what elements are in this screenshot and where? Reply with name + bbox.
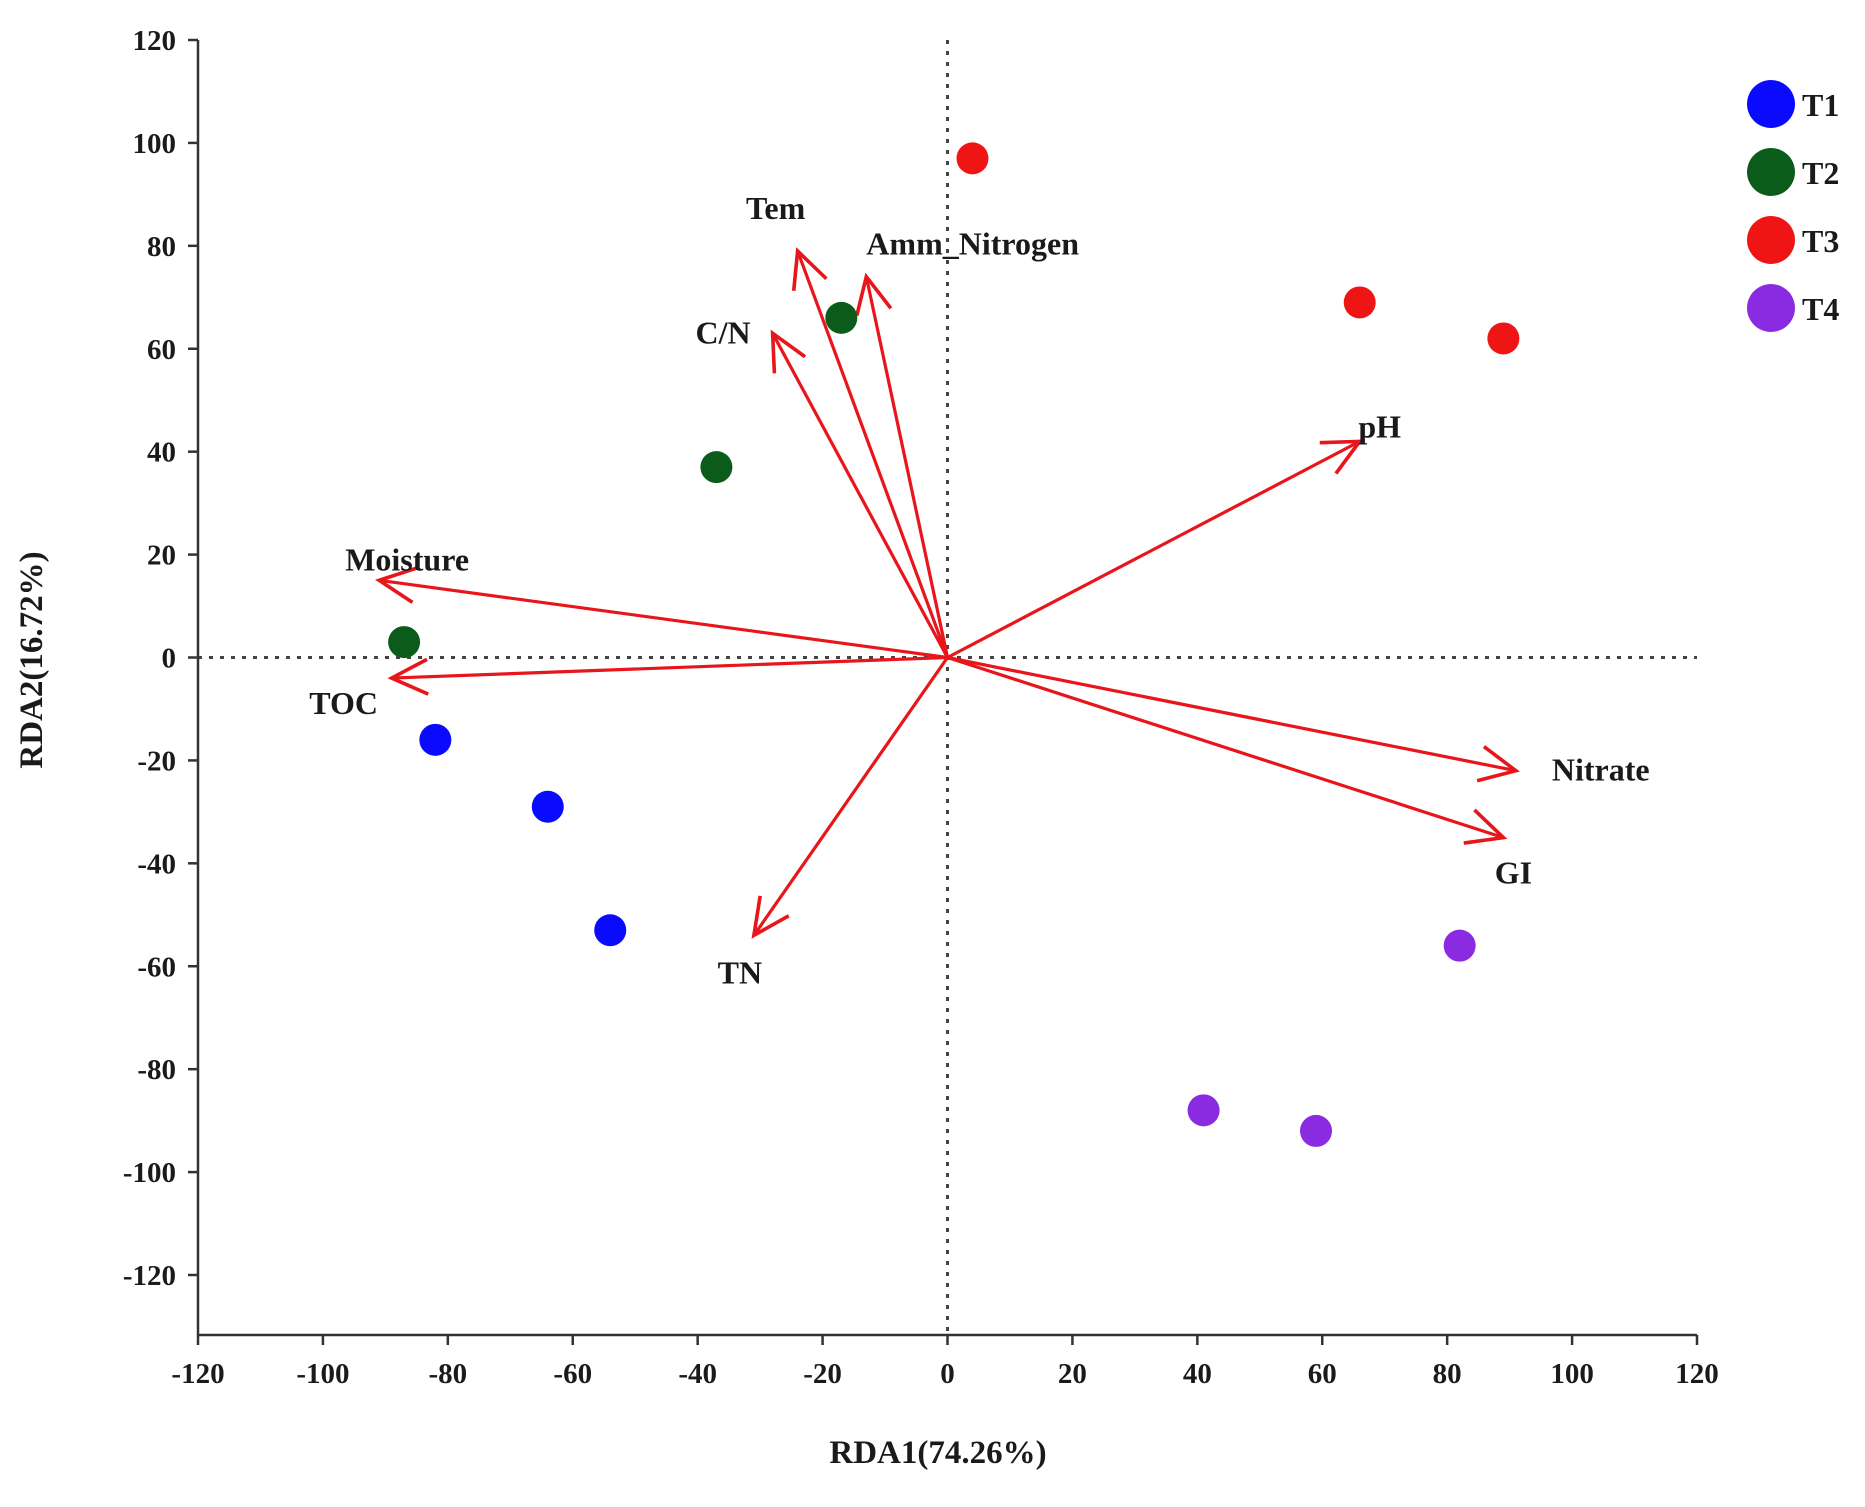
point-t1 bbox=[419, 723, 452, 756]
y-tick-label: -80 bbox=[137, 1054, 176, 1086]
x-axis-title: RDA1(74.26%) bbox=[829, 1435, 1046, 1471]
legend-item-t1: T1 bbox=[1747, 80, 1839, 128]
y-tick-label: 100 bbox=[133, 128, 177, 160]
point-t4 bbox=[1443, 929, 1476, 962]
legend-marker bbox=[1747, 284, 1795, 332]
vector-nitrate: Nitrate bbox=[947, 655, 1650, 788]
legend-item-t4: T4 bbox=[1747, 284, 1839, 332]
x-tick-label: 20 bbox=[1058, 1358, 1087, 1390]
vector-arrowhead bbox=[387, 657, 429, 696]
vector-tem: Tem bbox=[746, 190, 950, 659]
x-tick-label: -20 bbox=[803, 1358, 842, 1390]
legend: T1 T2 T3 T4 bbox=[1747, 80, 1839, 332]
x-tick-label: -60 bbox=[553, 1358, 592, 1390]
x-tick-label: 120 bbox=[1675, 1358, 1719, 1390]
vector-label: Nitrate bbox=[1552, 752, 1650, 788]
legend-item-t2: T2 bbox=[1747, 148, 1839, 196]
point-t1 bbox=[531, 790, 564, 823]
vector-arrowhead bbox=[1319, 439, 1364, 475]
x-tick-label: 40 bbox=[1183, 1358, 1212, 1390]
vector-shaft bbox=[378, 578, 948, 660]
y-tick-label: 20 bbox=[147, 540, 176, 572]
vector-shaft bbox=[946, 439, 1361, 659]
legend-marker bbox=[1747, 80, 1795, 128]
vector-shaft bbox=[391, 655, 948, 680]
legend-marker bbox=[1747, 216, 1795, 264]
x-tick-label: 0 bbox=[940, 1358, 955, 1390]
y-tick-label: -100 bbox=[123, 1157, 176, 1189]
vector-amm-nitrogen: Amm_Nitrogen bbox=[855, 226, 1079, 658]
vector-shaft bbox=[864, 276, 950, 658]
legend-item-t3: T3 bbox=[1747, 216, 1839, 264]
vector-shaft bbox=[752, 656, 949, 937]
y-tick-label: 120 bbox=[133, 25, 177, 57]
point-t2 bbox=[388, 626, 421, 659]
y-tick-label: -120 bbox=[123, 1260, 176, 1292]
vector-label: C/N bbox=[696, 314, 751, 350]
legend-label: T4 bbox=[1802, 291, 1839, 327]
y-tick-label: 80 bbox=[147, 231, 176, 263]
x-tick-label: -40 bbox=[678, 1358, 717, 1390]
vector-c-n: C/N bbox=[696, 314, 949, 659]
vector-shaft bbox=[947, 655, 1504, 840]
point-t1 bbox=[594, 914, 627, 947]
vector-arrowhead bbox=[751, 895, 790, 939]
point-t2 bbox=[825, 301, 858, 334]
x-tick-label: -80 bbox=[428, 1358, 467, 1390]
vector-ph: pH bbox=[946, 408, 1401, 659]
x-tick-label: -120 bbox=[171, 1358, 224, 1390]
y-tick-label: -40 bbox=[137, 848, 176, 880]
vector-gi: GI bbox=[947, 655, 1532, 891]
y-tick-label: -20 bbox=[137, 745, 176, 777]
point-t3 bbox=[956, 142, 989, 175]
axes: -120 -100 -80 -60 -40 -20 0 20 40 60 80 100 120 120 10… bbox=[123, 25, 1719, 1390]
vector-label: Amm_Nitrogen bbox=[866, 226, 1079, 262]
x-tick-label: 100 bbox=[1550, 1358, 1594, 1390]
vector-label: TN bbox=[718, 954, 762, 990]
vector-moisture: Moisture bbox=[345, 541, 948, 660]
point-t3 bbox=[1487, 322, 1520, 355]
vector-arrowhead bbox=[375, 566, 418, 604]
y-tick-label: 0 bbox=[162, 643, 177, 675]
point-t4 bbox=[1187, 1094, 1220, 1127]
vector-label: Tem bbox=[746, 190, 806, 226]
vector-shaft bbox=[771, 332, 949, 659]
vector-shaft bbox=[796, 250, 950, 659]
legend-marker bbox=[1747, 148, 1795, 196]
vector-arrowhead bbox=[1463, 808, 1508, 845]
vector-tn: TN bbox=[718, 656, 949, 990]
legend-label: T3 bbox=[1802, 223, 1839, 259]
vector-arrowhead bbox=[1476, 745, 1520, 783]
vector-label: Moisture bbox=[345, 541, 469, 577]
x-tick-label: -100 bbox=[296, 1358, 349, 1390]
point-t2 bbox=[700, 451, 733, 484]
vector-arrowhead bbox=[791, 247, 828, 291]
sample-points bbox=[388, 142, 1520, 1147]
environmental-vectors: Tem Amm_Nitrogen C/N pH Moisture TOC Nitrate GI… bbox=[309, 190, 1649, 990]
vector-shaft bbox=[947, 655, 1517, 773]
y-axis-title: RDA2(16.72%) bbox=[14, 551, 50, 768]
x-tick-label: 60 bbox=[1308, 1358, 1337, 1390]
point-t4 bbox=[1300, 1114, 1333, 1147]
y-tick-label: 40 bbox=[147, 437, 176, 469]
vector-label: pH bbox=[1358, 408, 1401, 444]
legend-label: T1 bbox=[1802, 87, 1839, 123]
x-tick-label: 80 bbox=[1433, 1358, 1462, 1390]
vector-label: TOC bbox=[309, 685, 378, 721]
vector-label: GI bbox=[1495, 855, 1532, 891]
vector-arrowhead bbox=[855, 272, 893, 316]
vector-arrowhead bbox=[770, 329, 807, 374]
y-tick-label: -60 bbox=[137, 951, 176, 983]
legend-label: T2 bbox=[1802, 155, 1839, 191]
vector-toc: TOC bbox=[309, 655, 948, 721]
point-t3 bbox=[1343, 286, 1376, 319]
y-tick-label: 60 bbox=[147, 334, 176, 366]
